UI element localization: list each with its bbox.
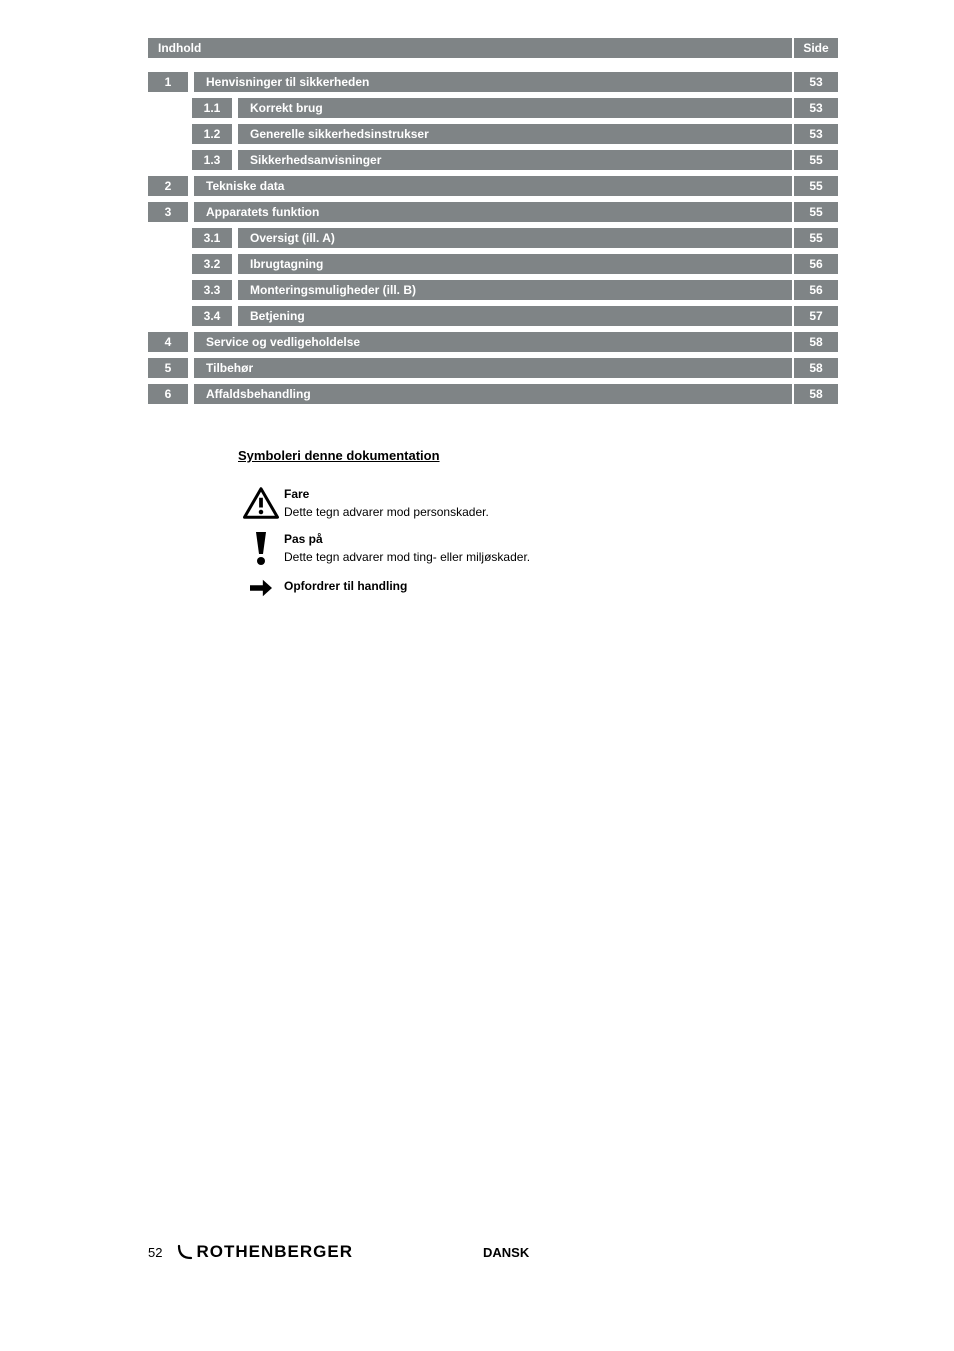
toc-number: 3: [148, 202, 188, 222]
toc-row: 1.2 Generelle sikkerhedsinstrukser53: [148, 124, 838, 144]
toc-row: 1.1 Korrekt brug53: [148, 98, 838, 118]
toc-header-title: Indhold: [148, 38, 792, 58]
symbols-section: Symboleri denne dokumentation FareDette …: [238, 448, 738, 602]
footer-brand-text: ROTHENBERGER: [196, 1242, 353, 1262]
toc-title: Affaldsbehandling: [194, 384, 792, 404]
brand-logo-icon: [176, 1243, 194, 1261]
toc-row: 3 Apparatets funktion55: [148, 202, 838, 222]
symbol-row: Pas påDette tegn advarer mod ting- eller…: [238, 530, 738, 571]
toc-row: 3.1 Oversigt (ill. A)55: [148, 228, 838, 248]
toc-number: 1.1: [192, 98, 232, 118]
symbol-text: Opfordrer til handling: [284, 577, 738, 595]
toc-row: 5 Tilbehør58: [148, 358, 838, 378]
toc-title: Tilbehør: [194, 358, 792, 378]
toc-title: Oversigt (ill. A): [238, 228, 792, 248]
symbol-desc: Dette tegn advarer mod personskader.: [284, 503, 738, 521]
symbol-desc: Dette tegn advarer mod ting- eller miljø…: [284, 548, 738, 566]
symbol-title: Opfordrer til handling: [284, 577, 738, 595]
symbols-heading: Symboleri denne dokumentation: [238, 448, 738, 463]
toc-number: 3.2: [192, 254, 232, 274]
exclamation-icon: [238, 530, 284, 571]
toc-row: 3.2 Ibrugtagning56: [148, 254, 838, 274]
toc-page: 53: [794, 72, 838, 92]
warning-triangle-icon: [238, 485, 284, 524]
toc-number: 3.1: [192, 228, 232, 248]
page-content: Indhold Side 1 Henvisninger til sikkerhed…: [148, 38, 838, 1262]
toc-row: 1.3 Sikkerhedsanvisninger55: [148, 150, 838, 170]
symbol-row: FareDette tegn advarer mod personskader.: [238, 485, 738, 524]
toc-title: Sikkerhedsanvisninger: [238, 150, 792, 170]
toc-number: 4: [148, 332, 188, 352]
toc-page: 55: [794, 202, 838, 222]
toc-number: 1.3: [192, 150, 232, 170]
symbol-title: Fare: [284, 485, 738, 503]
toc-page: 57: [794, 306, 838, 326]
toc-title: Monteringsmuligheder (ill. B): [238, 280, 792, 300]
toc-row: 3.3 Monteringsmuligheder (ill. B)56: [148, 280, 838, 300]
arrow-right-icon: [238, 577, 284, 602]
toc-page: 55: [794, 176, 838, 196]
toc-row: 1 Henvisninger til sikkerheden53: [148, 72, 838, 92]
toc-title: Tekniske data: [194, 176, 792, 196]
toc-number: 3.3: [192, 280, 232, 300]
toc-page: 53: [794, 98, 838, 118]
footer-page-number: 52: [148, 1245, 162, 1260]
toc-rows: 1Henvisninger til sikkerheden531.1Korrek…: [148, 72, 838, 404]
toc-row: 6 Affaldsbehandling58: [148, 384, 838, 404]
toc-title: Henvisninger til sikkerheden: [194, 72, 792, 92]
toc-number: 6: [148, 384, 188, 404]
symbol-text: Pas påDette tegn advarer mod ting- eller…: [284, 530, 738, 566]
toc-header-page-label: Side: [794, 38, 838, 58]
toc-row: 2 Tekniske data55: [148, 176, 838, 196]
toc-header: Indhold Side: [148, 38, 838, 58]
toc-page: 58: [794, 332, 838, 352]
toc-number: 1: [148, 72, 188, 92]
toc-row: 4 Service og vedligeholdelse58: [148, 332, 838, 352]
toc-number: 1.2: [192, 124, 232, 144]
footer-language: DANSK: [483, 1245, 529, 1260]
toc-number: 3.4: [192, 306, 232, 326]
toc-page: 58: [794, 384, 838, 404]
toc-page: 55: [794, 228, 838, 248]
footer: 52 ROTHENBERGER DANSK: [148, 1242, 838, 1262]
footer-brand: ROTHENBERGER: [176, 1242, 353, 1262]
symbol-title: Pas på: [284, 530, 738, 548]
symbol-text: FareDette tegn advarer mod personskader.: [284, 485, 738, 521]
toc-title: Ibrugtagning: [238, 254, 792, 274]
toc-title: Service og vedligeholdelse: [194, 332, 792, 352]
toc-page: 55: [794, 150, 838, 170]
toc-page: 53: [794, 124, 838, 144]
toc-number: 5: [148, 358, 188, 378]
toc-page: 56: [794, 280, 838, 300]
toc-title: Betjening: [238, 306, 792, 326]
toc-row: 3.4 Betjening57: [148, 306, 838, 326]
toc-page: 56: [794, 254, 838, 274]
symbol-row: Opfordrer til handling: [238, 577, 738, 602]
toc-number: 2: [148, 176, 188, 196]
toc-title: Korrekt brug: [238, 98, 792, 118]
toc-title: Apparatets funktion: [194, 202, 792, 222]
symbols-rows: FareDette tegn advarer mod personskader.…: [238, 485, 738, 602]
toc-title: Generelle sikkerhedsinstrukser: [238, 124, 792, 144]
toc-page: 58: [794, 358, 838, 378]
